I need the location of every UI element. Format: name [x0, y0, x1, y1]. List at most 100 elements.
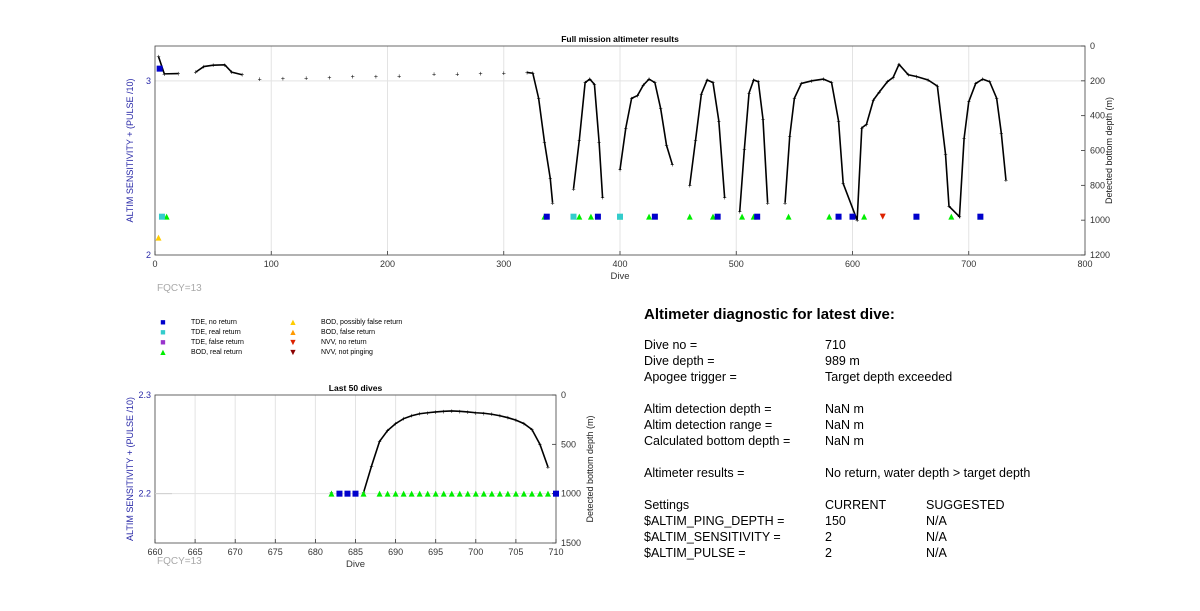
diagnostic-title: Altimeter diagnostic for latest dive: — [644, 306, 895, 323]
right-tick-label: 1000 — [1090, 215, 1110, 225]
legend-item: ▲ BOD, possibly false return — [285, 318, 403, 327]
depth-point: + — [618, 167, 622, 174]
x-tick-label: 300 — [496, 259, 511, 269]
legend-symbol: ■ — [160, 317, 166, 327]
depth-point: + — [538, 442, 542, 449]
x-tick-label: 690 — [388, 547, 403, 557]
depth-point: + — [653, 80, 657, 87]
depth-point: + — [670, 162, 674, 169]
status-marker — [785, 213, 792, 220]
frequency-annotation: FQCY=13 — [157, 283, 202, 294]
right-tick-label: 0 — [561, 390, 566, 400]
legend-label: BOD, real return — [191, 349, 242, 356]
pulse-current: 2 — [825, 546, 832, 560]
status-marker — [576, 213, 583, 220]
depth-point: + — [738, 209, 742, 216]
right-axis-label: Detected bottom depth (m) — [585, 415, 595, 522]
depth-point: + — [906, 72, 910, 79]
depth-point: + — [897, 62, 901, 69]
depth-point: + — [402, 416, 406, 423]
status-marker — [543, 213, 550, 220]
depth-point: + — [490, 412, 494, 419]
depth-line-segment — [784, 62, 1007, 221]
status-marker — [544, 490, 551, 497]
status-marker — [977, 213, 984, 220]
status-marker — [826, 213, 833, 220]
apogee-trigger-label: Apogee trigger = — [644, 370, 737, 384]
depth-point: + — [635, 93, 639, 100]
detection-depth-value: NaN m — [825, 402, 864, 416]
status-marker — [520, 490, 527, 497]
x-tick-label: 500 — [729, 259, 744, 269]
depth-point: + — [1004, 178, 1008, 185]
status-marker — [849, 213, 856, 220]
depth-point: + — [397, 73, 401, 80]
right-tick-label: 1000 — [561, 489, 581, 499]
left-axis-label: ALTIM SENSITIVITY + (PULSE /10) — [125, 397, 135, 541]
depth-point: + — [434, 409, 438, 416]
depth-point: + — [647, 77, 651, 84]
status-marker — [155, 234, 162, 241]
depth-point: + — [394, 421, 398, 428]
depth-point: + — [304, 76, 308, 83]
ping-depth-suggested: N/A — [926, 514, 947, 528]
x-tick-label: 100 — [264, 259, 279, 269]
legend-item: ■ TDE, no return — [155, 318, 237, 327]
legend-symbol: ■ — [160, 327, 166, 337]
legend-symbol: ▲ — [158, 347, 168, 357]
status-marker — [336, 490, 343, 497]
x-tick-label: 685 — [348, 547, 363, 557]
depth-point: + — [799, 81, 803, 88]
depth-point: + — [478, 71, 482, 78]
depth-point: + — [194, 70, 198, 77]
depth-point: + — [871, 97, 875, 104]
depth-point: + — [369, 464, 373, 471]
depth-point: + — [810, 78, 814, 85]
depth-point: + — [386, 428, 390, 435]
left-tick-label: 2 — [146, 250, 151, 260]
status-marker — [158, 213, 165, 220]
depth-point: + — [571, 186, 575, 193]
legend-label: NVV, not pinging — [321, 349, 373, 356]
status-marker — [651, 213, 658, 220]
depth-point: + — [630, 96, 634, 103]
depth-point: + — [378, 439, 382, 446]
left-tick-label: 3 — [146, 76, 151, 86]
legend-item: ■ TDE, false return — [155, 338, 244, 347]
depth-point: + — [788, 134, 792, 141]
legend-label: NVV, no return — [321, 339, 367, 346]
altimeter-diagnostic-panel: Altimeter diagnostic for latest dive: Di… — [644, 306, 1184, 561]
status-marker — [416, 490, 423, 497]
x-tick-label: 660 — [147, 547, 162, 557]
depth-line-segment — [157, 56, 179, 75]
ping-depth-current: 150 — [825, 514, 846, 528]
altimeter-results-label: Altimeter results = — [644, 466, 745, 480]
depth-point: + — [551, 200, 555, 207]
status-marker — [587, 213, 594, 220]
right-tick-label: 200 — [1090, 76, 1105, 86]
legend: ■ TDE, no return ■ TDE, real return ■ TDE, fa… — [155, 318, 575, 366]
depth-point: + — [891, 75, 895, 82]
status-marker — [528, 490, 535, 497]
status-marker — [861, 213, 868, 220]
pulse-suggested: N/A — [926, 546, 947, 560]
legend-label: TDE, false return — [191, 339, 244, 346]
depth-point: + — [747, 91, 751, 98]
depth-point: + — [756, 79, 760, 86]
status-marker — [440, 490, 447, 497]
x-tick-label: 800 — [1077, 259, 1092, 269]
frequency-annotation: FQCY=13 — [157, 556, 202, 567]
depth-point: + — [995, 96, 999, 103]
depth-point: + — [211, 63, 215, 70]
depth-point: + — [974, 81, 978, 88]
detection-range-label: Altim detection range = — [644, 418, 773, 432]
status-marker — [739, 213, 746, 220]
left-tick-label: 2.2 — [138, 489, 151, 499]
altimeter-results-value: No return, water depth > target depth — [825, 466, 1031, 480]
legend-item: ▲ BOD, real return — [155, 348, 242, 357]
depth-point: + — [864, 122, 868, 129]
status-marker — [432, 490, 439, 497]
legend-label: TDE, real return — [191, 329, 241, 336]
status-marker — [448, 490, 455, 497]
depth-point: + — [577, 138, 581, 145]
